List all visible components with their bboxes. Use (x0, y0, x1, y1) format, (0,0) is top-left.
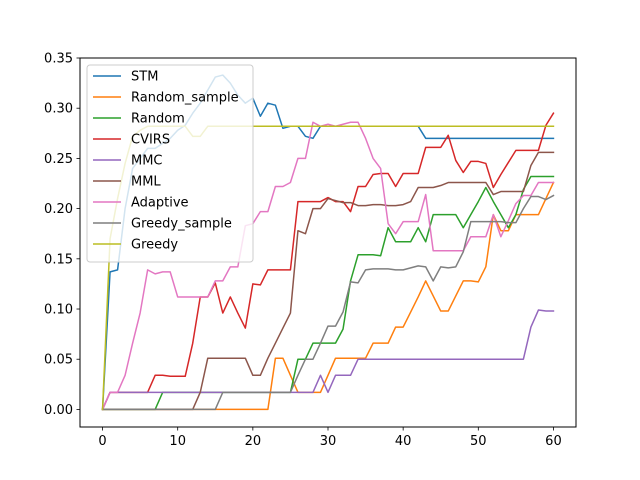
y-tick-label: 0.35 (44, 52, 73, 67)
legend: STM Random_sample Random CVIRS MMC MML Adaptiv… (86, 64, 254, 263)
legend-label-random-sample: Random_sample (131, 91, 239, 106)
legend-label-mml: MML (131, 175, 161, 190)
legend-label-stm: STM (131, 70, 158, 85)
legend-label-random: Random (131, 112, 185, 127)
x-tick-label: 0 (98, 434, 106, 449)
y-tick-label: 0.10 (44, 303, 73, 318)
series-line-cvirs (101, 112, 555, 411)
x-tick-label: 50 (470, 434, 487, 449)
y-tick-label: 0.15 (44, 252, 73, 267)
y-axis: 0.00 0.05 0.10 0.15 0.20 0.25 0.30 0.35 (44, 52, 80, 418)
legend-box (86, 64, 254, 263)
y-tick-label: 0.00 (44, 403, 73, 418)
x-axis: 0 10 20 30 40 50 60 (98, 427, 562, 449)
legend-label-greedy-sample: Greedy_sample (131, 217, 232, 232)
series-line-adaptive (101, 121, 555, 411)
x-tick-label: 40 (395, 434, 412, 449)
y-tick-label: 0.20 (44, 202, 73, 217)
series-line-mmc (101, 309, 555, 411)
legend-label-adaptive: Adaptive (131, 196, 189, 211)
legend-label-greedy: Greedy (131, 238, 178, 253)
legend-label-cvirs: CVIRS (131, 133, 170, 148)
x-tick-label: 20 (245, 434, 262, 449)
y-tick-label: 0.25 (44, 152, 73, 167)
y-tick-label: 0.05 (44, 353, 73, 368)
y-tick-label: 0.30 (44, 102, 73, 117)
x-tick-label: 30 (320, 434, 337, 449)
x-tick-label: 10 (169, 434, 186, 449)
series-line-greedy-sample (101, 194, 555, 411)
x-tick-label: 60 (545, 434, 562, 449)
legend-label-mmc: MMC (131, 154, 163, 169)
